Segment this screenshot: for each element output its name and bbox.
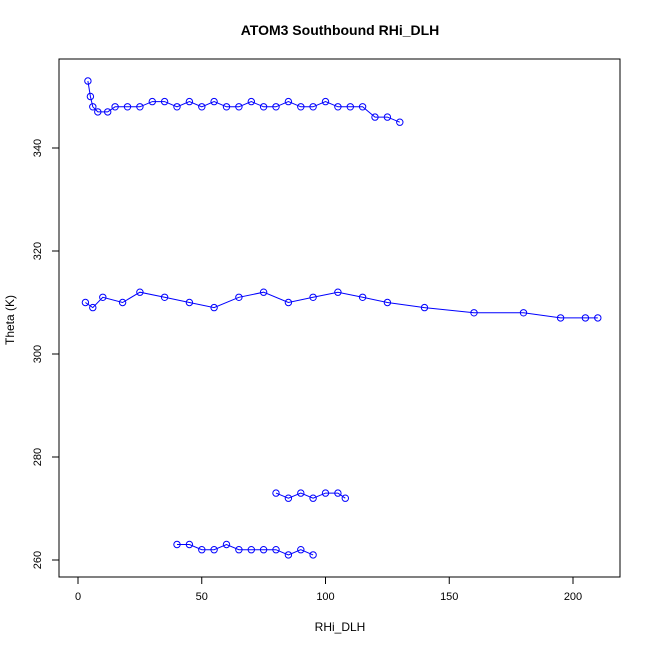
chart-title: ATOM3 Southbound RHi_DLH — [241, 22, 440, 38]
y-tick-label: 340 — [32, 139, 44, 157]
x-tick-label: 100 — [316, 591, 334, 603]
x-axis-label: RHi_DLH — [315, 620, 366, 634]
data-point — [334, 489, 342, 497]
data-point — [297, 103, 305, 111]
data-point — [210, 303, 218, 312]
data-point — [136, 103, 144, 111]
data-point — [284, 551, 293, 559]
data-point — [470, 309, 478, 317]
data-point — [198, 103, 206, 111]
y-tick-label: 320 — [32, 242, 44, 260]
data-point — [297, 489, 305, 497]
data-point — [309, 551, 317, 559]
data-point — [235, 546, 243, 554]
series-line — [87, 80, 400, 123]
data-point — [309, 494, 317, 502]
data-point — [383, 113, 392, 121]
data-point — [160, 293, 169, 301]
data-point — [334, 103, 342, 111]
series-line — [275, 492, 346, 499]
data-point — [148, 97, 157, 106]
data-point — [272, 103, 280, 111]
data-point — [89, 103, 97, 111]
data-point — [185, 540, 194, 549]
data-point — [94, 108, 102, 116]
data-point — [371, 113, 379, 121]
x-axis: 0 50 100 150 200 — [75, 576, 582, 603]
data-point — [185, 298, 194, 307]
data-layer — [81, 77, 602, 559]
data-point — [284, 494, 293, 502]
data-point — [222, 540, 231, 549]
data-point — [358, 103, 367, 111]
y-tick-label: 280 — [32, 448, 44, 466]
data-point — [104, 108, 112, 116]
data-point — [136, 288, 144, 296]
series-line — [85, 291, 598, 319]
data-point — [81, 298, 90, 307]
data-point — [334, 288, 342, 296]
data-point — [309, 103, 317, 111]
data-point — [272, 546, 280, 554]
data-point — [84, 77, 92, 85]
data-point — [89, 303, 97, 312]
data-point — [272, 489, 280, 497]
series-line — [177, 543, 314, 556]
data-point — [235, 293, 243, 301]
data-point — [198, 546, 206, 554]
data-point — [259, 288, 268, 296]
data-point — [420, 303, 429, 312]
x-tick-label: 200 — [564, 591, 582, 603]
data-point — [247, 546, 256, 554]
data-point — [341, 494, 349, 502]
data-point — [519, 309, 528, 317]
x-tick-label: 0 — [75, 591, 81, 603]
data-point — [259, 546, 268, 554]
data-point — [118, 298, 127, 307]
data-point — [346, 103, 354, 111]
data-point — [222, 103, 231, 111]
data-point — [111, 103, 119, 111]
data-point — [235, 103, 243, 111]
plot-frame — [58, 58, 621, 578]
data-point — [383, 298, 392, 307]
data-point — [556, 314, 565, 322]
data-point — [86, 92, 95, 101]
data-point — [173, 103, 181, 111]
data-point — [396, 118, 404, 126]
y-axis: 260 280 300 320 340 — [32, 139, 60, 569]
data-point — [284, 97, 293, 106]
data-point — [173, 540, 181, 549]
data-point — [321, 97, 330, 106]
y-tick-label: 300 — [32, 345, 44, 363]
data-point — [309, 293, 317, 301]
data-point — [160, 97, 169, 106]
data-point — [247, 97, 256, 106]
y-tick-label: 260 — [32, 551, 44, 569]
x-tick-label: 50 — [196, 591, 208, 603]
y-axis-label: Theta (K) — [3, 295, 17, 345]
data-point — [594, 314, 602, 322]
data-point — [123, 103, 132, 111]
data-point — [358, 293, 367, 301]
data-point — [321, 489, 330, 497]
data-point — [297, 546, 305, 554]
data-point — [259, 103, 268, 111]
data-point — [284, 298, 293, 307]
x-tick-label: 150 — [440, 591, 458, 603]
data-point — [210, 97, 218, 106]
data-point — [210, 546, 218, 554]
data-point — [99, 293, 107, 301]
data-point — [185, 97, 194, 106]
data-point — [581, 314, 590, 322]
